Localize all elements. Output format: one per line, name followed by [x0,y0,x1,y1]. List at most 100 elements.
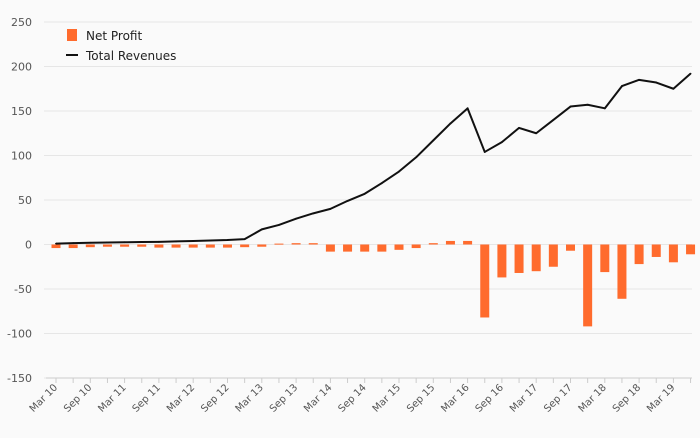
net-profit-bar [360,244,370,252]
total-revenues-point [226,239,229,241]
total-revenues-point [329,208,332,210]
total-revenues-line [55,72,692,245]
total-revenues-point [140,241,143,243]
net-profit-bar [617,244,627,299]
total-revenues-point [689,72,692,75]
total-revenues-point [192,240,195,242]
net-profit-bar [257,244,267,247]
x-tick-label: Sep 13 [268,382,300,414]
net-profit-bar [583,244,593,327]
total-revenues-series-line [55,72,692,245]
total-revenues-point [106,241,109,244]
x-tick-label: Mar 14 [302,382,334,414]
total-revenues-point [552,119,555,121]
x-tick-label: Mar 13 [234,382,266,414]
total-revenues-point [655,81,658,84]
total-revenues-point [278,224,280,226]
net-profit-bar [600,244,610,273]
x-tick-label: Mar 19 [645,382,677,414]
total-revenues-point [449,122,452,125]
total-revenues-point [89,241,92,244]
x-tick-label: Mar 17 [508,382,540,414]
x-tick-label: Sep 11 [131,382,163,414]
total-revenues-point [295,217,297,220]
net-profit-bars [51,240,696,327]
x-tick-label: Sep 16 [474,382,506,414]
net-profit-bar [154,244,164,248]
total-revenues-point [415,156,418,159]
y-tick-label: 100 [11,150,32,163]
x-tick-label: Mar 10 [28,382,60,414]
total-revenues-point [312,212,315,215]
y-tick-label: -50 [14,283,32,296]
x-tick-label: Mar 11 [96,382,128,414]
net-profit-bar [188,244,198,248]
legend-label-net-profit: Net Profit [86,29,142,43]
total-revenues-point [380,182,383,184]
net-profit-bar [377,244,387,252]
legend-swatch-net-profit [67,29,77,41]
net-profit-bar [411,244,421,249]
total-revenues-point [346,199,349,202]
net-profit-bar [497,244,507,278]
net-profit-bar [394,244,404,250]
net-profit-bar [686,244,696,255]
net-profit-bar [85,244,95,248]
x-tick-label: Sep 14 [336,382,368,414]
total-revenues-point [621,85,623,87]
net-profit-bar [240,244,250,248]
total-revenues-point [501,141,503,144]
total-revenues-point [398,170,400,173]
y-tick-label: 50 [18,194,32,207]
net-profit-bar [120,244,130,247]
y-tick-label: 250 [11,16,32,29]
net-profit-bar [205,244,215,248]
net-profit-bar [343,244,353,252]
gridlines [44,21,692,379]
net-profit-bar [68,244,78,249]
net-profit-bar [668,244,678,263]
legend-label-total-revenues: Total Revenues [85,49,176,63]
x-axis: Mar 10 Sep 10 Mar 11 Sep 11 Mar 12 Sep 12 Mar … [28,377,692,415]
y-axis-ticks: 250 200 150 100 50 0 -50 -100 -150 [7,16,32,385]
total-revenues-point [518,127,520,129]
total-revenues-point [638,78,640,81]
net-profit-bar [137,244,147,247]
total-revenues-point [432,139,435,142]
y-tick-label: -150 [7,372,32,385]
total-revenues-point [175,240,177,243]
total-revenues-point [586,103,589,106]
total-revenues-point [483,151,486,153]
total-revenues-point [569,105,572,108]
y-tick-label: 150 [11,105,32,118]
y-tick-label: 0 [25,239,32,252]
net-profit-bar [223,244,232,248]
net-profit-bar [325,244,335,252]
x-tick-label: Mar 15 [371,382,403,414]
x-tick-label: Mar 16 [439,382,471,414]
net-profit-bar [51,244,61,249]
net-profit-bar [634,244,644,265]
x-tick-label: Sep 18 [611,382,643,414]
net-profit-bar [291,243,301,245]
net-profit-bar [651,244,661,257]
total-revenues-point [603,107,606,110]
total-revenues-point [209,239,212,242]
net-profit-bar [428,243,438,245]
total-revenues-point [243,238,246,241]
total-revenues-point [363,192,366,195]
net-profit-bar [548,244,558,267]
x-tick-label: Sep 17 [542,382,574,414]
total-revenues-point [158,240,160,243]
net-profit-bar [445,240,455,245]
total-revenues-point [260,228,263,231]
net-profit-bar [308,243,318,245]
total-revenues-point [72,242,75,245]
net-profit-bar [531,244,541,272]
net-profit-bar [463,240,473,245]
net-profit-bar [274,243,284,245]
total-revenues-point [55,242,57,245]
x-tick-label: Mar 18 [577,382,609,414]
total-revenues-point [123,241,126,244]
